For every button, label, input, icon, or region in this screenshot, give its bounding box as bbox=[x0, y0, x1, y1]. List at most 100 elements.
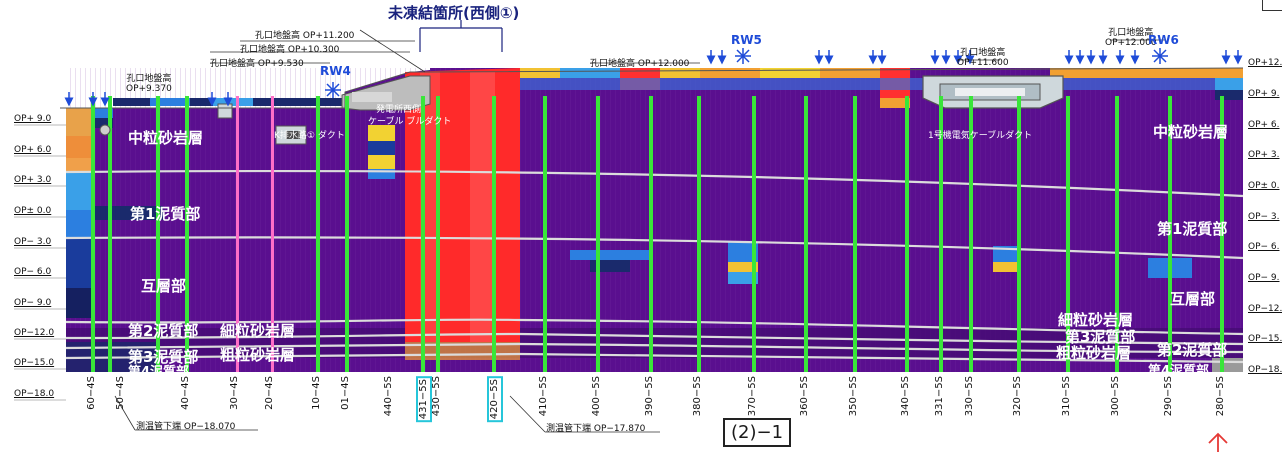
ground-surface-line bbox=[60, 67, 1244, 109]
elevation-label-left: OP−15.0 bbox=[14, 358, 55, 368]
borehole-label: 410−5S bbox=[538, 376, 549, 417]
elevation-ticks bbox=[14, 124, 66, 401]
unit1-duct-label: 1号機電気ケーブルダクト bbox=[928, 131, 1033, 141]
ground-level-note-331-5s: 孔口地盤高 OP+11.600 bbox=[957, 48, 1009, 68]
buried-structures bbox=[217, 75, 1064, 145]
freezing-pipe bbox=[1066, 96, 1070, 372]
elevation-label-left: OP+ 3.0 bbox=[14, 175, 52, 185]
freezing-pipe bbox=[91, 96, 95, 372]
freezing-pipe bbox=[649, 96, 653, 372]
thermometer-note-left: 測温管下端 OP−18.070 bbox=[136, 422, 236, 432]
elevation-label-right: OP+ 6. bbox=[1248, 120, 1280, 130]
freezing-pipe bbox=[1115, 96, 1119, 372]
borehole-label: 310−5S bbox=[1061, 376, 1072, 417]
freezing-pipe bbox=[492, 96, 496, 372]
elevation-label-right: OP− 9. bbox=[1248, 273, 1280, 283]
freezing-pipes bbox=[91, 96, 1224, 372]
elevation-label-left: OP− 3.0 bbox=[14, 237, 52, 247]
elevation-label-left: OP−18.0 bbox=[14, 389, 55, 399]
freezing-pipe bbox=[1168, 96, 1172, 372]
layer-label-coarse-sandstone-left: 粗粒砂岩層 bbox=[220, 346, 296, 364]
cable-duct-west-label: 発電所西側 bbox=[376, 105, 422, 115]
title-bracket bbox=[419, 20, 503, 52]
freezing-pipe bbox=[421, 96, 425, 372]
layer-label-fine-sandstone-left: 細粒砂岩層 bbox=[220, 322, 296, 340]
freezing-pipe bbox=[804, 96, 808, 372]
layer-label-first-mudstone-left: 第1泥質部 bbox=[130, 205, 201, 223]
freezing-pipe bbox=[969, 96, 973, 372]
ground-level-note-290-5s: 孔口地盤高 OP+12.000 bbox=[1105, 28, 1157, 48]
freezing-pipe bbox=[853, 96, 857, 372]
freezing-pipe bbox=[1220, 96, 1224, 372]
ground-level-note-440-5s: 孔口地盤高 OP+11.200 bbox=[255, 31, 355, 41]
cable-duct-label: ケーブル ブルダクト bbox=[368, 117, 452, 127]
borehole-label: 370−5S bbox=[747, 376, 758, 417]
ground-level-note-10-4s: 孔口地盤高 OP+10.300 bbox=[240, 45, 340, 55]
warm-cells-01-4s bbox=[368, 125, 395, 179]
borehole-label: 320−5S bbox=[1012, 376, 1023, 417]
elevation-label-right: OP− 3. bbox=[1248, 212, 1280, 222]
layer-label-fourth-mudstone-right: 第4泥質部 bbox=[1148, 364, 1210, 379]
layer-label-coarse-sandstone-right: 粗粒砂岩層 bbox=[1056, 344, 1132, 362]
freezing-pipe bbox=[543, 96, 547, 372]
borehole-label: 440−5S bbox=[383, 376, 394, 417]
borehole-label: 380−5S bbox=[692, 376, 703, 417]
borehole-label: 280−5S bbox=[1215, 376, 1226, 417]
layer-boundaries bbox=[65, 169, 1244, 364]
layer-label-second-mudstone-left: 第2泥質部 bbox=[128, 322, 199, 340]
rw4-label: RW4 bbox=[320, 64, 351, 78]
elevation-label-left: OP−12.0 bbox=[14, 328, 55, 338]
layer-label-third-mudstone-right: 第3泥質部 bbox=[1065, 328, 1136, 346]
borehole-label: 50−4S bbox=[115, 376, 126, 410]
layer-label-alternating-right: 互層部 bbox=[1170, 290, 1216, 308]
diagram-title: 未凍結箇所(西側①) bbox=[388, 4, 520, 22]
thermometer-pipes bbox=[236, 96, 274, 372]
freezing-pipe bbox=[436, 96, 440, 372]
freezing-pipe bbox=[905, 96, 909, 372]
layer-label-fine-sandstone-right: 細粒砂岩層 bbox=[1058, 311, 1134, 329]
borehole-label: 420−5S bbox=[487, 376, 503, 423]
borehole-label: 330−5S bbox=[964, 376, 975, 417]
elevation-label-left: OP+ 9.0 bbox=[14, 114, 52, 124]
elevation-label-right: OP− 6. bbox=[1248, 242, 1280, 252]
figure-label: (2)−1 bbox=[723, 418, 792, 447]
layer-label-third-mudstone-left: 第3泥質部 bbox=[128, 348, 199, 366]
borehole-label: 10−4S bbox=[311, 376, 322, 410]
borehole-label: 331−5S bbox=[934, 376, 945, 417]
layer-label-medium-sandstone-left: 中粒砂岩層 bbox=[128, 129, 204, 147]
layer-label-first-mudstone-right: 第1泥質部 bbox=[1157, 220, 1228, 238]
elevation-label-left: OP+ 6.0 bbox=[14, 145, 52, 155]
borehole-label: 400−5S bbox=[591, 376, 602, 417]
corner-box bbox=[1262, 0, 1282, 11]
borehole-label: 20−4S bbox=[264, 376, 275, 410]
borehole-label: 01−4S bbox=[340, 376, 351, 410]
layer-label-alternating-left: 互層部 bbox=[141, 277, 187, 295]
freezing-pipe bbox=[108, 96, 112, 372]
borehole-label: 350−5S bbox=[848, 376, 859, 417]
borehole-label: 340−5S bbox=[900, 376, 911, 417]
borehole-label: 431−5S bbox=[416, 376, 432, 423]
layer-label-second-mudstone-right: 第2泥質部 bbox=[1157, 341, 1228, 359]
elevation-label-left: OP− 9.0 bbox=[14, 298, 52, 308]
freezing-pipe bbox=[752, 96, 756, 372]
elevation-label-right: OP−18. bbox=[1248, 365, 1282, 375]
freezing-pipe bbox=[596, 96, 600, 372]
elevation-label-right: OP+12. bbox=[1248, 58, 1282, 68]
elevation-label-right: OP−15. bbox=[1248, 334, 1282, 344]
freezing-pipe bbox=[697, 96, 701, 372]
freezing-pipe bbox=[185, 96, 189, 372]
borehole-label: 40−4S bbox=[180, 376, 191, 410]
north-arrow-icon bbox=[1208, 432, 1228, 452]
drainage-duct-label: K排水路① ダクト bbox=[274, 131, 345, 141]
thermometer-note-right: 測温管下端 OP−17.870 bbox=[546, 424, 646, 434]
elevation-label-right: OP± 0. bbox=[1248, 181, 1280, 191]
freezing-pipe bbox=[1017, 96, 1021, 372]
marker-circle bbox=[99, 124, 111, 136]
freezing-pipe bbox=[939, 96, 943, 372]
elevation-label-right: OP+ 3. bbox=[1248, 150, 1280, 160]
elevation-label-left: OP− 6.0 bbox=[14, 267, 52, 277]
ground-level-note-60-4s: 孔口地盤高 OP+9.370 bbox=[126, 74, 172, 94]
elevation-label-right: OP+ 9. bbox=[1248, 89, 1280, 99]
